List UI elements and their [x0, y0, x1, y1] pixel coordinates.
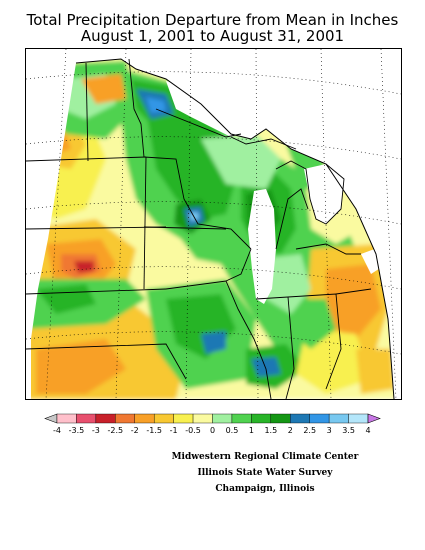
legend-swatch	[328, 413, 349, 424]
graticule	[26, 49, 401, 399]
legend-tick-label: 4	[365, 426, 370, 435]
legend-tick-label: -2.5	[108, 426, 124, 435]
legend-swatch	[348, 413, 369, 424]
legend-tick-label: 1	[249, 426, 254, 435]
legend-swatch	[76, 413, 97, 424]
precipitation-map	[25, 48, 402, 400]
legend-swatch	[134, 413, 155, 424]
legend-tick-label: 3	[327, 426, 332, 435]
legend-swatch	[56, 413, 77, 424]
legend-swatch	[212, 413, 233, 424]
legend-swatch	[309, 413, 330, 424]
great-lakes	[166, 81, 394, 304]
legend-tick-label: 0.5	[226, 426, 239, 435]
legend-arrow-low	[44, 413, 58, 424]
credit-center: Midwestern Regional Climate Center	[171, 452, 359, 462]
canada-area	[156, 49, 401, 209]
legend-tick-label: 3.5	[342, 426, 355, 435]
legend-swatch	[290, 413, 310, 424]
state-borders	[26, 58, 372, 399]
legend-tick-label: -2	[131, 426, 139, 435]
legend-tick-label: 2	[288, 426, 293, 435]
legend-tick-label: -0.5	[185, 426, 201, 435]
legend-tick-label: -1.5	[146, 426, 162, 435]
region-border	[75, 58, 395, 399]
legend-tick-label: -1	[170, 426, 178, 435]
color-legend: -4 -3.5 -3 -2.5 -2 -1.5 -1 -0.5 0 0.5 1 1.5 2 2.5 3 3.5…	[40, 412, 385, 442]
credit-survey: Illinois State Water Survey	[197, 468, 333, 478]
legend-swatch	[115, 413, 135, 424]
legend-tick-label: -4	[53, 426, 61, 435]
legend-swatch	[192, 413, 213, 424]
legend-tick-label: -3.5	[69, 426, 85, 435]
legend-swatch	[251, 413, 272, 424]
legend-tick-label: 2.5	[303, 426, 316, 435]
map-title: Total Precipitation Departure from Mean …	[26, 11, 399, 29]
credit-location: Champaign, Illinois	[215, 484, 315, 494]
legend-swatch	[173, 413, 194, 424]
legend-tick-label: -3	[92, 426, 100, 435]
legend-tick-label: 1.5	[264, 426, 277, 435]
legend-colorbar: -4 -3.5 -3 -2.5 -2 -1.5 -1 -0.5 0 0.5 1 1.5 2 2.5 3 3.5…	[44, 413, 381, 435]
coastlines	[230, 136, 361, 255]
legend-swatch	[95, 413, 116, 424]
legend-tick-label: 0	[210, 426, 215, 435]
map-canvas	[26, 49, 401, 399]
legend-swatch	[153, 413, 174, 424]
legend-swatch	[231, 413, 252, 424]
legend-arrow-high	[367, 413, 381, 424]
map-date-range: August 1, 2001 to August 31, 2001	[80, 27, 345, 45]
legend-swatch	[270, 413, 291, 424]
